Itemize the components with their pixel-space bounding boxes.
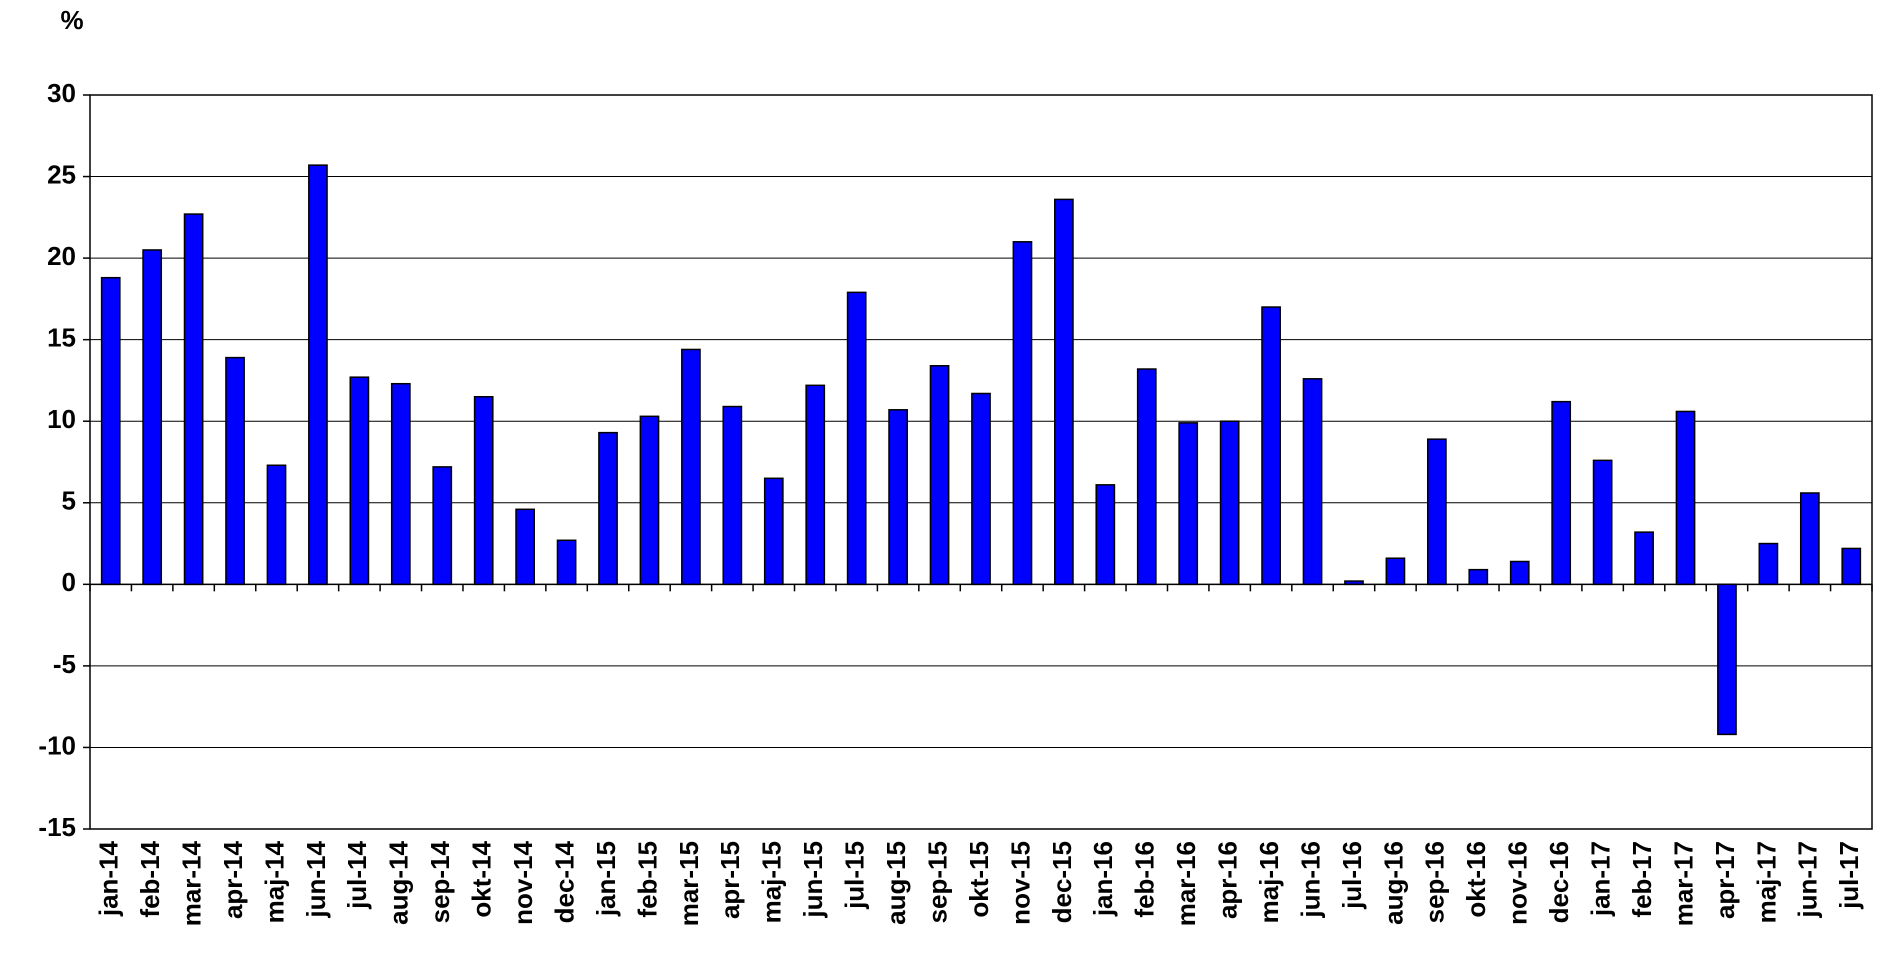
- x-tick-label: feb-17: [1627, 841, 1657, 918]
- y-tick-label: 15: [47, 323, 76, 353]
- x-tick-label: dec-15: [1047, 841, 1077, 923]
- bar: [1841, 547, 1862, 586]
- plot-frame: [89, 94, 1873, 830]
- bar: [1385, 557, 1406, 586]
- x-tick-label: sep-15: [922, 841, 952, 923]
- x-tick-label: nov-16: [1503, 841, 1533, 925]
- x-tick-label: jun-14: [301, 840, 331, 918]
- bar: [349, 376, 370, 586]
- x-tick-label: apr-17: [1710, 841, 1740, 919]
- bar: [1426, 438, 1447, 586]
- bar: [1095, 484, 1116, 586]
- bar: [722, 405, 743, 586]
- x-tick-label: mar-17: [1668, 841, 1698, 926]
- bar: [556, 539, 577, 586]
- x-tick-label: mar-15: [674, 841, 704, 926]
- bar: [142, 249, 163, 586]
- bar: [1054, 198, 1074, 586]
- y-tick-label: 10: [47, 404, 76, 434]
- y-tick-label: 0: [62, 567, 76, 597]
- bar: [971, 392, 991, 586]
- y-tick-label: 5: [62, 486, 76, 516]
- bar: [805, 384, 826, 586]
- bar: [1261, 306, 1281, 586]
- y-tick-label: 25: [47, 159, 76, 189]
- x-tick-label: apr-16: [1213, 841, 1243, 919]
- bar: [681, 348, 701, 586]
- x-tick-label: jun-15: [798, 841, 828, 919]
- bar: [183, 213, 204, 586]
- bar: [1717, 583, 1737, 736]
- x-tick-label: jul-17: [1834, 841, 1864, 910]
- x-tick-label: aug-14: [384, 840, 414, 924]
- x-tick-label: maj-15: [757, 841, 787, 923]
- bar: [1178, 422, 1199, 586]
- x-tick-label: mar-14: [176, 840, 206, 926]
- x-tick-label: maj-14: [259, 840, 289, 923]
- x-tick-label: okt-14: [467, 840, 497, 917]
- x-tick-label: aug-15: [881, 841, 911, 925]
- y-tick-label: 20: [47, 241, 76, 271]
- x-tick-label: dec-16: [1544, 841, 1574, 923]
- bar: [763, 477, 784, 586]
- x-tick-label: jul-16: [1337, 841, 1367, 910]
- x-tick-label: maj-17: [1751, 841, 1781, 923]
- y-tick-label: -5: [53, 649, 76, 679]
- y-tick-label: 30: [47, 78, 76, 108]
- x-tick-label: okt-15: [964, 841, 994, 918]
- bar: [1509, 560, 1530, 586]
- bar: [1634, 531, 1654, 586]
- bar: [1219, 420, 1240, 586]
- x-tick-label: apr-15: [715, 841, 745, 919]
- y-axis-label: %: [60, 5, 83, 35]
- x-tick-label: jun-17: [1793, 841, 1823, 919]
- x-tick-label: sep-16: [1420, 841, 1450, 923]
- bar: [473, 396, 494, 586]
- x-tick-label: maj-16: [1254, 841, 1284, 923]
- x-tick-label: jul-14: [342, 840, 372, 909]
- x-tick-label: mar-16: [1171, 841, 1201, 926]
- bar: [390, 382, 411, 586]
- bar: [1799, 492, 1820, 586]
- x-tick-label: sep-14: [425, 840, 455, 923]
- bar: [1136, 368, 1157, 586]
- x-tick-label: dec-14: [549, 840, 579, 923]
- bar: [1551, 400, 1572, 586]
- bar: [1592, 459, 1613, 586]
- x-tick-label: jan-17: [1586, 841, 1616, 917]
- bar: [1012, 241, 1033, 586]
- x-tick-label: nov-15: [1005, 841, 1035, 925]
- bar: [225, 356, 245, 586]
- bar: [598, 431, 618, 586]
- x-tick-label: jan-16: [1088, 841, 1118, 917]
- y-tick-label: -15: [38, 812, 76, 842]
- bar: [1758, 542, 1779, 586]
- bar: [1344, 580, 1364, 586]
- bar: [515, 508, 536, 586]
- bar: [1468, 568, 1489, 586]
- x-tick-label: jan-14: [94, 840, 124, 917]
- bar: [1675, 410, 1696, 586]
- bar: [308, 164, 328, 586]
- y-tick-label: -10: [38, 730, 76, 760]
- x-tick-label: okt-16: [1461, 841, 1491, 918]
- bar: [846, 291, 867, 586]
- bar: [266, 464, 287, 586]
- bar: [929, 365, 950, 586]
- x-tick-label: feb-15: [632, 841, 662, 918]
- bar: [888, 409, 908, 586]
- bar: [432, 466, 453, 586]
- x-tick-label: aug-16: [1378, 841, 1408, 925]
- x-tick-label: jul-15: [840, 841, 870, 910]
- x-tick-label: feb-14: [135, 840, 165, 917]
- x-tick-label: apr-14: [218, 840, 248, 919]
- bar: [639, 415, 660, 586]
- x-tick-label: feb-16: [1130, 841, 1160, 918]
- x-tick-label: jan-15: [591, 841, 621, 917]
- bar: [1302, 378, 1323, 586]
- bar: [100, 276, 121, 586]
- x-tick-label: jun-16: [1295, 841, 1325, 919]
- x-tick-label: nov-14: [508, 840, 538, 924]
